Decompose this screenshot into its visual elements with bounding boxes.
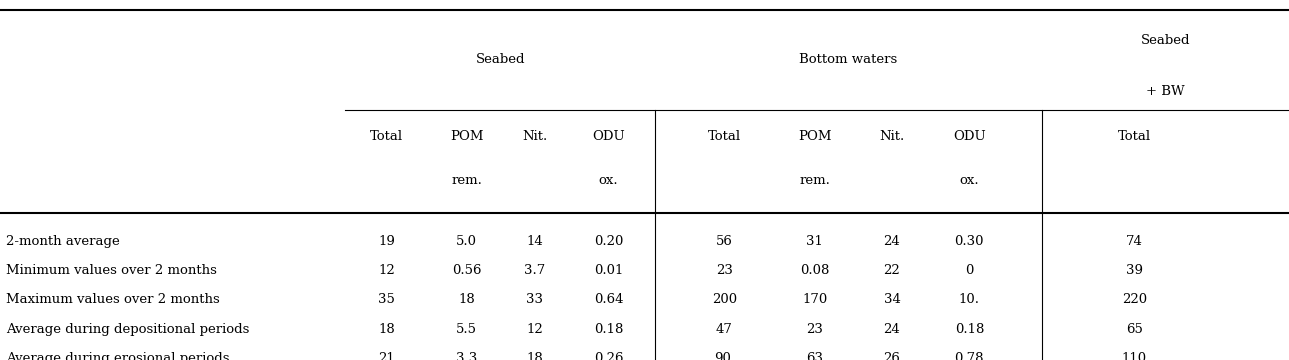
Text: Total: Total [370, 130, 403, 143]
Text: ox.: ox. [959, 175, 980, 188]
Text: 0.20: 0.20 [594, 235, 623, 248]
Text: 0.26: 0.26 [594, 352, 623, 360]
Text: Seabed: Seabed [476, 53, 525, 66]
Text: 200: 200 [712, 293, 737, 306]
Text: 220: 220 [1121, 293, 1147, 306]
Text: Average during depositional periods: Average during depositional periods [6, 323, 250, 336]
Text: POM: POM [798, 130, 831, 143]
Text: 65: 65 [1125, 323, 1143, 336]
Text: + BW: + BW [1146, 85, 1185, 98]
Text: 23: 23 [715, 264, 733, 277]
Text: 31: 31 [806, 235, 824, 248]
Text: 3.3: 3.3 [456, 352, 477, 360]
Text: Minimum values over 2 months: Minimum values over 2 months [6, 264, 218, 277]
Text: 2-month average: 2-month average [6, 235, 120, 248]
Text: POM: POM [450, 130, 483, 143]
Text: Nit.: Nit. [522, 130, 548, 143]
Text: rem.: rem. [799, 175, 830, 188]
Text: 0.56: 0.56 [452, 264, 481, 277]
Text: rem.: rem. [451, 175, 482, 188]
Text: Average during erosional periods: Average during erosional periods [6, 352, 229, 360]
Text: 0: 0 [965, 264, 973, 277]
Text: 12: 12 [379, 264, 394, 277]
Text: 170: 170 [802, 293, 828, 306]
Text: ODU: ODU [953, 130, 986, 143]
Text: 56: 56 [715, 235, 733, 248]
Text: 19: 19 [378, 235, 396, 248]
Text: 5.0: 5.0 [456, 235, 477, 248]
Text: 22: 22 [884, 264, 900, 277]
Text: Bottom waters: Bottom waters [799, 53, 897, 66]
Text: 33: 33 [526, 293, 544, 306]
Text: 23: 23 [806, 323, 824, 336]
Text: 12: 12 [527, 323, 543, 336]
Text: 74: 74 [1125, 235, 1143, 248]
Text: 14: 14 [527, 235, 543, 248]
Text: 63: 63 [806, 352, 824, 360]
Text: 0.64: 0.64 [594, 293, 623, 306]
Text: Maximum values over 2 months: Maximum values over 2 months [6, 293, 220, 306]
Text: 0.30: 0.30 [955, 235, 984, 248]
Text: 26: 26 [883, 352, 901, 360]
Text: 3.7: 3.7 [525, 264, 545, 277]
Text: 0.18: 0.18 [594, 323, 623, 336]
Text: 90.: 90. [714, 352, 735, 360]
Text: 35: 35 [378, 293, 396, 306]
Text: 0.78: 0.78 [955, 352, 984, 360]
Text: 110: 110 [1121, 352, 1147, 360]
Text: 47: 47 [715, 323, 733, 336]
Text: 21: 21 [379, 352, 394, 360]
Text: 0.08: 0.08 [800, 264, 829, 277]
Text: Nit.: Nit. [879, 130, 905, 143]
Text: 18: 18 [459, 293, 474, 306]
Text: 24: 24 [884, 235, 900, 248]
Text: 18: 18 [527, 352, 543, 360]
Text: Seabed: Seabed [1141, 33, 1190, 46]
Text: 0.18: 0.18 [955, 323, 984, 336]
Text: 5.5: 5.5 [456, 323, 477, 336]
Text: ox.: ox. [598, 175, 619, 188]
Text: ODU: ODU [592, 130, 625, 143]
Text: 39: 39 [1125, 264, 1143, 277]
Text: 34: 34 [883, 293, 901, 306]
Text: 10.: 10. [959, 293, 980, 306]
Text: 24: 24 [884, 323, 900, 336]
Text: Total: Total [708, 130, 741, 143]
Text: 18: 18 [379, 323, 394, 336]
Text: 0.01: 0.01 [594, 264, 623, 277]
Text: Total: Total [1118, 130, 1151, 143]
